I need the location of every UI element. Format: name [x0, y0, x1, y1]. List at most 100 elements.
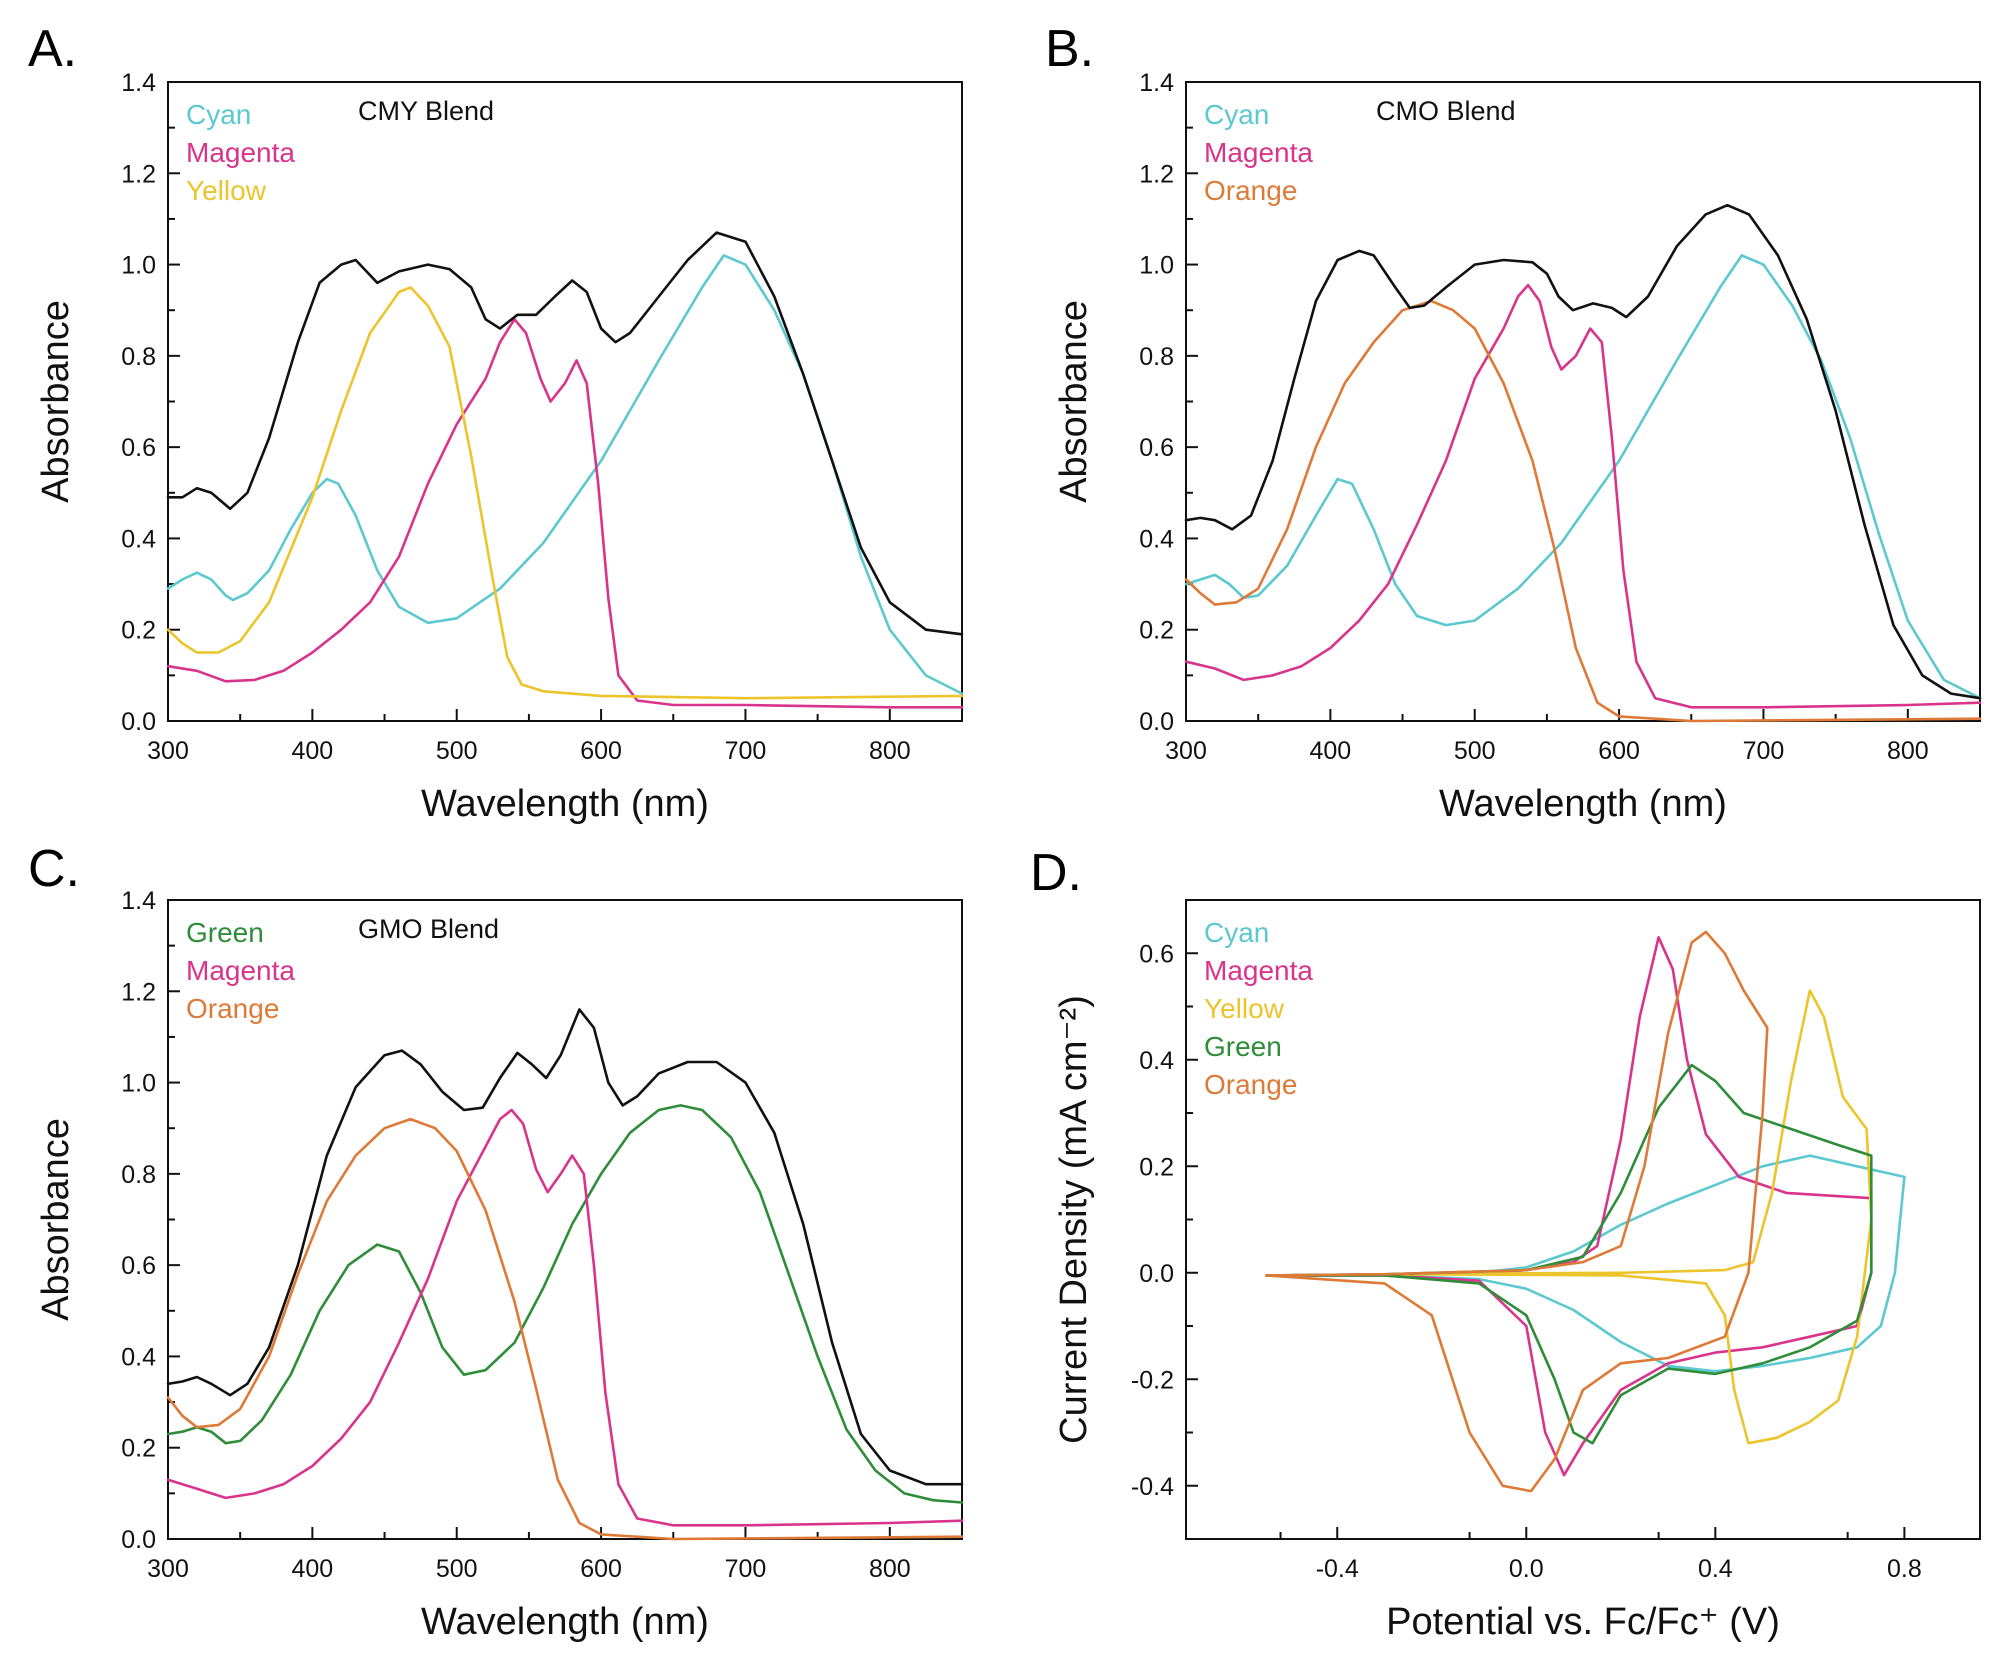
blend-annotation: GMO Blend: [358, 914, 499, 944]
series-line-green: [1265, 1063, 1873, 1445]
y-tick-label: 0.6: [121, 434, 156, 462]
x-tick-label: 300: [147, 1555, 189, 1583]
y-tick-label: -0.4: [1131, 1473, 1174, 1501]
series-line-cyan: [166, 254, 964, 695]
y-tick-label: 0.0: [1139, 708, 1174, 736]
chart-a: 300 400 500 600 700 800 0.0 0.2 0.4 0.6 0.8 1.0 1.2 1…: [35, 69, 964, 825]
x-tick-label: 500: [436, 1555, 478, 1583]
y-tick-label: 0.8: [121, 343, 156, 371]
x-tick-label: 400: [292, 737, 334, 765]
y-tick-label: 0.2: [121, 617, 156, 645]
x-tick-label: 600: [580, 1555, 622, 1583]
series-line-cyan: [1184, 254, 1982, 700]
panel-label: A.: [28, 20, 77, 78]
series-line-yellow: [166, 286, 964, 700]
series-line-magenta: [166, 1108, 964, 1527]
panel-c: C.: [28, 840, 80, 898]
panel-label: C.: [28, 840, 80, 898]
x-axis-label: Wavelength (nm): [1439, 783, 1727, 825]
series-line-magenta: [1265, 936, 1873, 1477]
y-tick-label: 0.6: [121, 1252, 156, 1280]
y-axis-label: Absorbance: [35, 300, 77, 503]
y-tick-label: 0.2: [1139, 617, 1174, 645]
legend-entry: Magenta: [186, 955, 295, 986]
x-tick-label: 500: [1454, 737, 1496, 765]
y-tick-label: 0.4: [1139, 525, 1174, 553]
y-tick-label: 1.2: [1139, 160, 1174, 188]
y-tick-label: 0.0: [121, 708, 156, 736]
y-tick-label: 0.4: [1139, 1047, 1174, 1075]
chart-c: 300 400 500 600 700 800 0.0 0.2 0.4 0.6 0.8 1.0 1.2 1…: [35, 887, 964, 1643]
y-axis-label: Absorbance: [35, 1118, 77, 1321]
plot-frame: [167, 899, 963, 1540]
plot-frame: [1185, 81, 1981, 722]
y-tick-label: 0.6: [1139, 940, 1174, 968]
y-tick-label: 0.8: [121, 1161, 156, 1189]
x-tick-label: 800: [869, 1555, 911, 1583]
panel-b: B.: [1045, 20, 1094, 78]
blend-annotation: CMO Blend: [1376, 96, 1516, 126]
y-axis-label: Absorbance: [1053, 300, 1095, 503]
x-tick-label: 400: [292, 1555, 334, 1583]
series-line-blend: [166, 1008, 964, 1486]
y-tick-label: 0.0: [121, 1526, 156, 1554]
x-tick-label: 0.0: [1509, 1555, 1544, 1583]
x-tick-label: 700: [1743, 737, 1785, 765]
panel-d: D.: [1030, 844, 1082, 902]
panel-a: A.: [28, 20, 77, 78]
x-tick-label: 500: [436, 737, 478, 765]
y-tick-label: 0.8: [1139, 343, 1174, 371]
x-tick-label: 800: [1887, 737, 1929, 765]
x-axis-label: Potential vs. Fc/Fc⁺ (V): [1386, 1601, 1780, 1643]
y-tick-label: 1.2: [121, 978, 156, 1006]
y-tick-label: 0.4: [121, 525, 156, 553]
legend-entry: Magenta: [186, 137, 295, 168]
x-tick-label: 400: [1310, 737, 1352, 765]
x-tick-label: 600: [580, 737, 622, 765]
chart-d: -0.4 0.0 0.4 0.8 -0.4 -0.2 0.0 0.2 0.4 0.6 Potenti…: [1053, 899, 1981, 1643]
legend-entry: Orange: [186, 993, 279, 1024]
series-line-blend: [1184, 203, 1982, 700]
legend-entry: Magenta: [1204, 137, 1313, 168]
plot-frame: [167, 81, 963, 722]
x-tick-label: 700: [725, 1555, 767, 1583]
x-tick-label: 600: [1598, 737, 1640, 765]
y-tick-label: -0.2: [1131, 1366, 1174, 1394]
series-line-cyan: [1265, 1154, 1906, 1373]
y-tick-label: 0.2: [1139, 1153, 1174, 1181]
y-tick-label: 1.4: [1139, 69, 1174, 97]
legend-entry: Yellow: [1204, 993, 1285, 1024]
y-tick-label: 1.0: [1139, 252, 1174, 280]
panel-label: D.: [1030, 844, 1082, 902]
x-tick-label: 700: [725, 737, 767, 765]
legend-entry: Magenta: [1204, 955, 1313, 986]
y-tick-label: 0.0: [1139, 1260, 1174, 1288]
x-tick-label: 300: [1165, 737, 1207, 765]
y-tick-label: 0.4: [121, 1343, 156, 1371]
y-tick-label: 0.2: [121, 1435, 156, 1463]
legend-entry: Orange: [1204, 1069, 1297, 1100]
y-tick-label: 1.0: [121, 252, 156, 280]
panel-label: B.: [1045, 20, 1094, 78]
series-line-blend: [166, 231, 964, 636]
series-line-magenta: [166, 318, 964, 709]
series-line-yellow: [1265, 989, 1873, 1445]
series-line-orange: [166, 1117, 964, 1541]
y-tick-label: 0.6: [1139, 434, 1174, 462]
legend-entry: Orange: [1204, 175, 1297, 206]
x-tick-label: 300: [147, 737, 189, 765]
y-tick-label: 1.4: [121, 887, 156, 915]
y-axis-label: Current Density (mA cm⁻²): [1053, 995, 1095, 1444]
legend-entry: Cyan: [1204, 917, 1269, 948]
x-axis-label: Wavelength (nm): [421, 1601, 709, 1643]
series-line-green: [166, 1104, 964, 1504]
series-line-magenta: [1184, 283, 1982, 709]
legend-entry: Cyan: [186, 99, 251, 130]
series-line-orange: [1265, 930, 1769, 1493]
legend-entry: Green: [1204, 1031, 1282, 1062]
chart-b: 300 400 500 600 700 800 0.0 0.2 0.4 0.6 0.8 1.0 1.2 1…: [1053, 69, 1982, 825]
legend-entry: Yellow: [186, 175, 267, 206]
legend-entry: Green: [186, 917, 264, 948]
x-tick-label: 800: [869, 737, 911, 765]
